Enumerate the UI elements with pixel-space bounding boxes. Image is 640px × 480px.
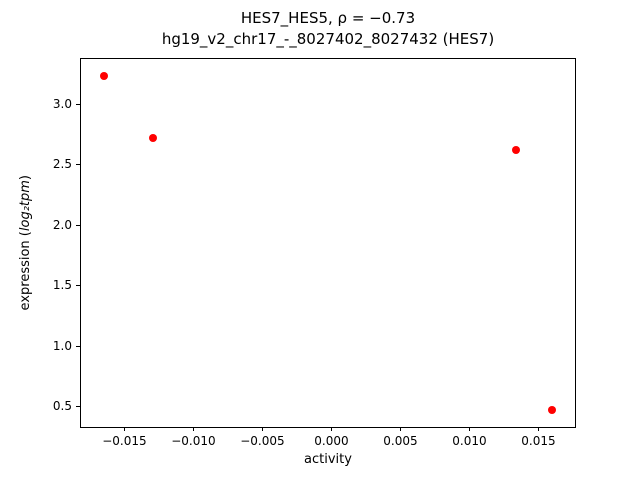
x-tick-mark (124, 427, 126, 431)
y-tick-mark (76, 224, 80, 226)
x-tick-label: −0.015 (102, 434, 147, 448)
chart-title: HES7_HES5, ρ = −0.73 hg19_v2_chr17_-_802… (80, 8, 576, 50)
x-tick-label: 0.015 (521, 434, 556, 448)
data-point (149, 133, 158, 142)
data-point (512, 145, 521, 154)
y-axis-label-suffix: ) (17, 175, 33, 181)
y-axis-label-math: log₂tpm (17, 180, 33, 232)
x-tick-mark (262, 427, 264, 431)
y-tick-mark (76, 345, 80, 347)
y-axis-label-prefix: expression ( (17, 231, 33, 311)
x-tick-mark (469, 427, 471, 431)
y-tick-label: 0.5 (52, 399, 72, 414)
x-axis-label: activity (304, 452, 352, 467)
x-tick-label: −0.005 (240, 434, 285, 448)
y-axis-label: expression (log₂tpm) (16, 58, 34, 428)
y-tick-label: 1.0 (52, 338, 72, 353)
x-tick-label: 0.000 (314, 434, 349, 448)
y-tick-mark (76, 103, 80, 105)
data-point (548, 406, 557, 415)
y-tick-mark (76, 164, 80, 166)
y-tick-label: 2.5 (52, 157, 72, 172)
y-tick-label: 3.0 (52, 96, 72, 111)
y-tick-mark (76, 406, 80, 408)
x-tick-mark (193, 427, 195, 431)
axes: −0.015 −0.010 −0.005 0.000 0.005 0.010 0.015 0.… (53, 58, 576, 448)
chart-title-line2: hg19_v2_chr17_-_8027402_8027432 (HES7) (161, 30, 495, 48)
y-tick-label: 1.5 (52, 278, 72, 293)
x-tick-mark (400, 427, 402, 431)
x-tick-mark (331, 427, 333, 431)
x-tick-label: −0.010 (171, 434, 216, 448)
x-tick-mark (538, 427, 540, 431)
x-tick-label: 0.005 (383, 434, 418, 448)
data-point (99, 71, 108, 80)
chart-title-line1: HES7_HES5, ρ = −0.73 (240, 9, 416, 27)
y-tick-mark (76, 285, 80, 287)
x-tick-label: 0.010 (452, 434, 487, 448)
y-tick-label: 2.0 (52, 217, 72, 232)
